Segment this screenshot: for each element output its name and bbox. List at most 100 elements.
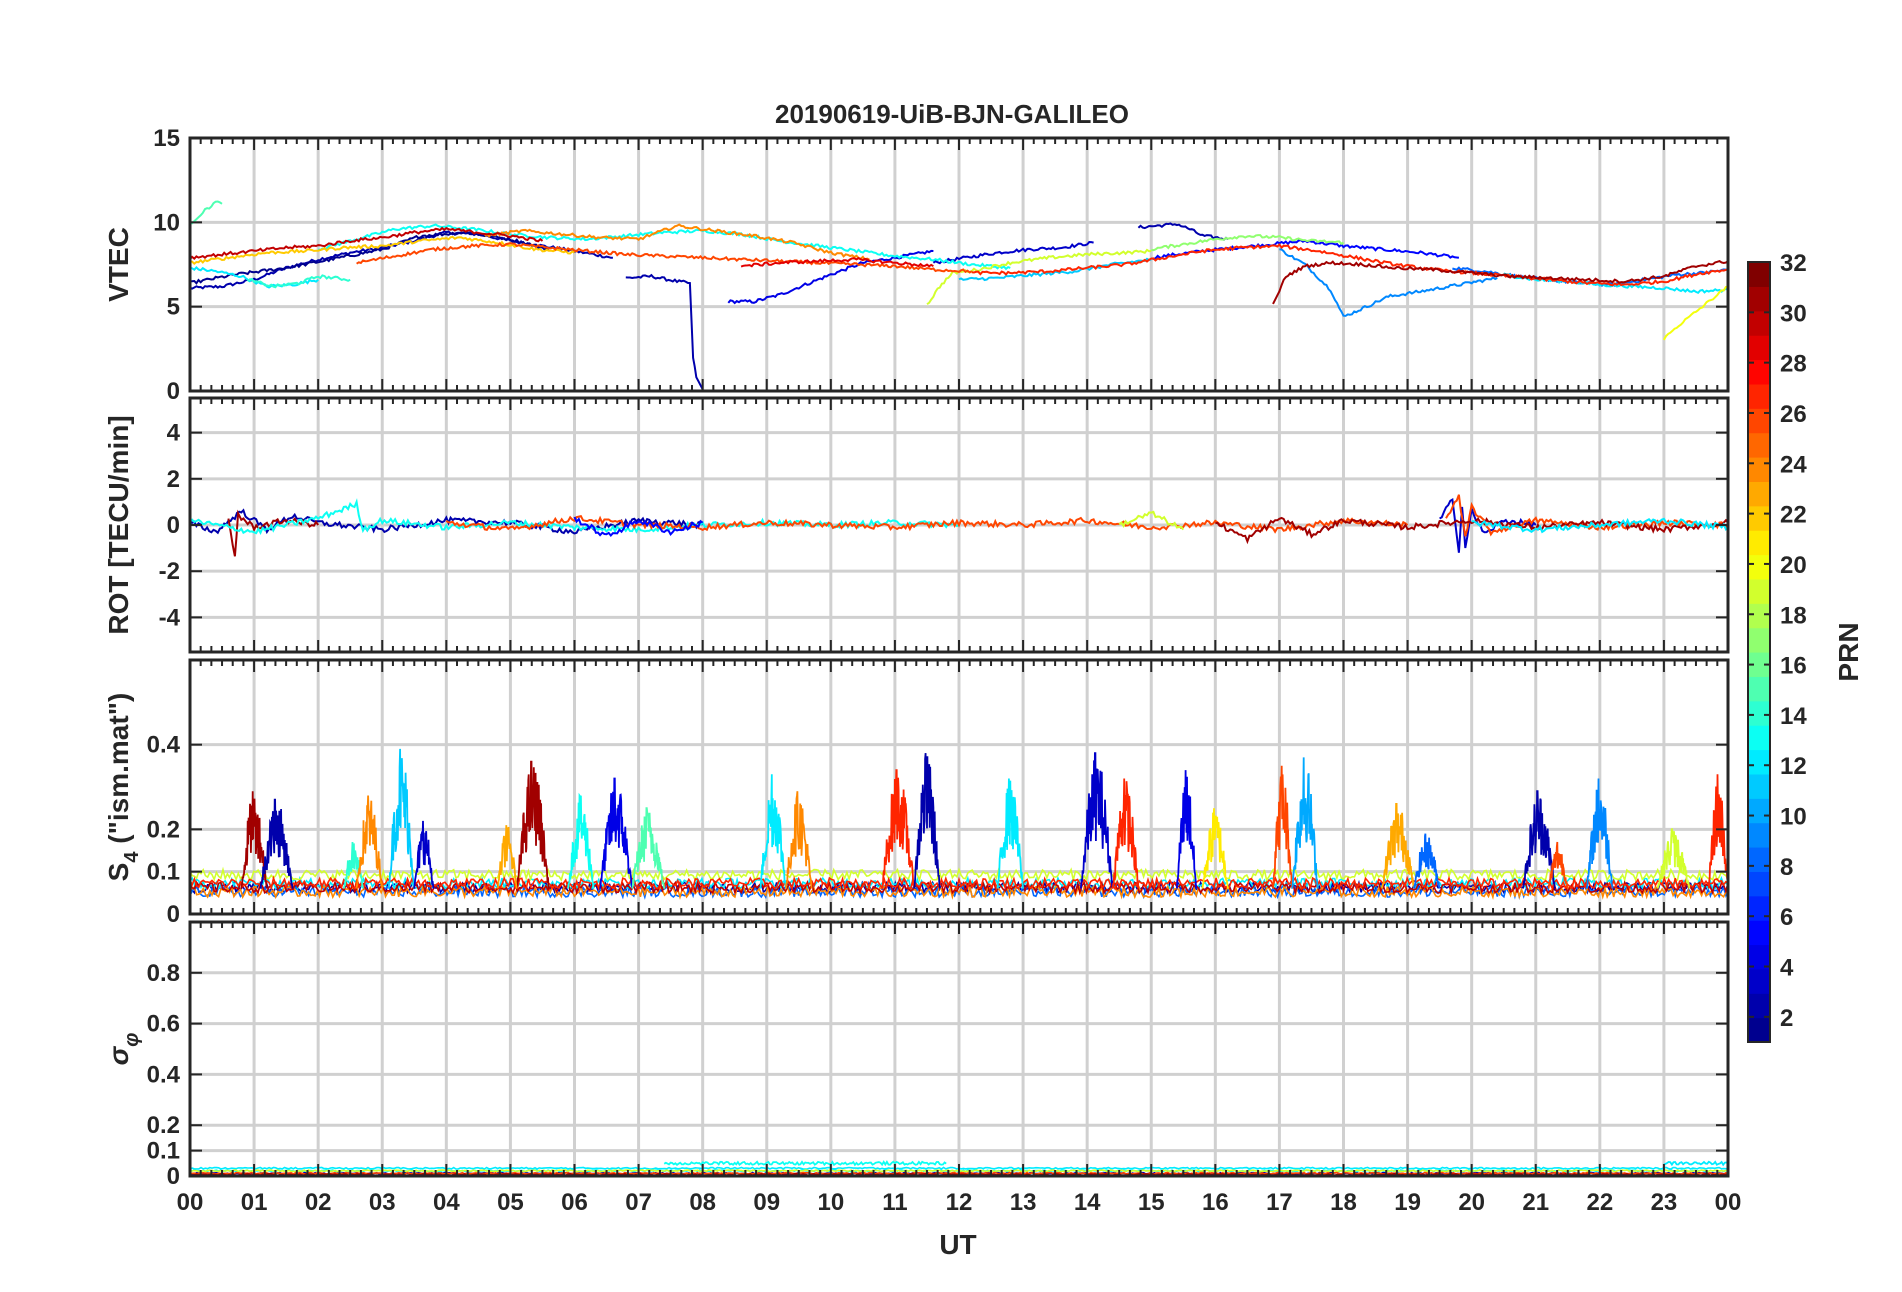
colorbar-tick-label: 10 [1780,804,1807,831]
colorbar-cell [1748,457,1770,482]
burst-prn-3 [1079,752,1114,889]
x-axis-label: UT [939,1229,976,1260]
segment-prn-12 [1663,1160,1728,1167]
panel-vtec: 0 5 10 15 VTEC [103,125,1730,405]
x-tick-label: 21 [1522,1189,1549,1216]
colorbar-cell [1748,335,1770,361]
colorbar-cell [1748,505,1770,531]
y-tick-label: 0.1 [147,859,180,886]
chart-title: 20190619-UiB-BJN-GALILEO [775,99,1129,129]
series-line-prn-2 [1137,222,1229,241]
colorbar-tick-label: 6 [1780,904,1793,931]
x-tick-label: 15 [1138,1189,1165,1216]
series-line-prn-13 [317,223,1011,271]
x-tick-label: 11 [882,1189,907,1216]
colorbar-cell [1748,262,1770,287]
x-tick-label: 02 [305,1189,332,1216]
burst-prn-23 [1381,803,1415,889]
x-tick-label: 13 [1010,1189,1037,1216]
x-tick-label: 07 [625,1189,652,1216]
burst-prn-14 [342,841,364,889]
burst-prn-4 [1176,770,1197,889]
baseline-prn-19 [190,866,1728,883]
colorbar-tick-label: 12 [1780,753,1807,780]
y-tick-label: 0.2 [147,1112,180,1139]
colorbar-cell [1748,578,1770,604]
series-line-prn-20 [1663,285,1728,341]
y-tick-label: 0.8 [147,960,180,987]
colorbar-tick-label: 28 [1780,351,1807,378]
series-line-prn-31 [1215,516,1728,545]
burst-prn-23 [496,825,518,889]
burst-prn-27 [1707,774,1728,889]
x-tick-label: 08 [689,1189,716,1216]
x-tick-label: 22 [1586,1189,1613,1216]
x-tick-label: 05 [497,1189,524,1216]
y-tick-label: 10 [153,209,180,236]
x-axis: 00 01 02 03 04 05 06 07 08 09 10 11 12 13 14 15 16 17 18 19… [177,1189,1742,1216]
series-line-prn-12 [1471,517,1728,534]
series-line-prn-2 [625,273,704,390]
series-line-prn-3 [932,240,1094,265]
series-line-prn-24 [484,223,870,262]
series-line-prn-17 [1151,234,1344,252]
burst-prn-15 [631,807,666,889]
panel-vtec-ylabel: VTEC [103,227,134,302]
y-tick-label: 0 [167,1163,180,1190]
colorbar-cell [1748,993,1770,1019]
panel-vtec-data [190,200,1728,390]
y-tick-label: 15 [153,125,180,152]
series-line-prn-29 [740,256,934,268]
colorbar-cell [1748,847,1770,872]
x-tick-label: 17 [1266,1189,1293,1216]
y-tick-label: 0.4 [147,732,181,759]
baseline-prn-27 [190,875,1728,892]
burst-prn-31 [515,760,550,889]
colorbar-cell [1748,944,1770,970]
burst-prn-12 [759,774,787,889]
colorbar-tick-label: 16 [1780,653,1807,680]
colorbar-tick-label: 14 [1780,703,1807,730]
colorbar-cell [1748,432,1770,458]
panel-s4-ticks: 0 0.1 0.2 0.4 [147,660,1729,928]
colorbar-tick-label: 20 [1780,552,1807,579]
colorbar-cell [1748,871,1770,897]
panel-rot-ylabel: ROT [TECU/min] [103,415,134,634]
y-tick-label: -2 [159,558,180,585]
y-tick-label: 0 [167,512,180,539]
series-line-prn-26 [445,514,1409,534]
panel-sigma: 00.10.2 0.4 0.6 0.8 σφ [103,920,1730,1190]
y-tick-label: 0.6 [147,1011,180,1038]
burst-prn-24 [355,795,384,889]
x-tick-label: 03 [369,1189,396,1216]
burst-prn-19 [1656,828,1691,889]
series-line-prn-26 [356,241,973,274]
colorbar-cell [1748,481,1770,507]
series-line-prn-9 [1279,248,1498,317]
series-line-prn-15 [190,200,223,225]
x-tick-label: 16 [1202,1189,1229,1216]
panel-sigma-ticks: 00.10.2 0.4 0.6 0.8 [147,922,1729,1190]
panel-vtec-ticks: 0 5 10 15 [153,125,1729,405]
burst-prn-21 [1201,808,1229,889]
colorbar-cell [1748,627,1770,653]
colorbar-cell [1748,530,1770,556]
x-tick-label: 01 [241,1189,268,1216]
series-line-prn-26 [1445,494,1728,537]
x-tick-label: 23 [1651,1189,1678,1216]
segment-prn-13 [663,1160,947,1167]
colorbar-cell [1748,408,1770,434]
colorbar-cell [1748,920,1770,946]
colorbar-label: PRN [1833,622,1864,681]
panel-s4-data [190,748,1728,901]
colorbar-cell [1748,822,1770,848]
x-tick-label: 10 [817,1189,844,1216]
colorbar-frame [1747,261,1771,1043]
colorbar-cell [1748,700,1770,726]
series-line-prn-30 [190,226,544,260]
burst-prn-9 [1586,778,1614,889]
y-tick-label: -4 [159,604,181,631]
burst-prn-8 [1413,833,1441,889]
colorbar-tick-label: 4 [1780,955,1794,982]
